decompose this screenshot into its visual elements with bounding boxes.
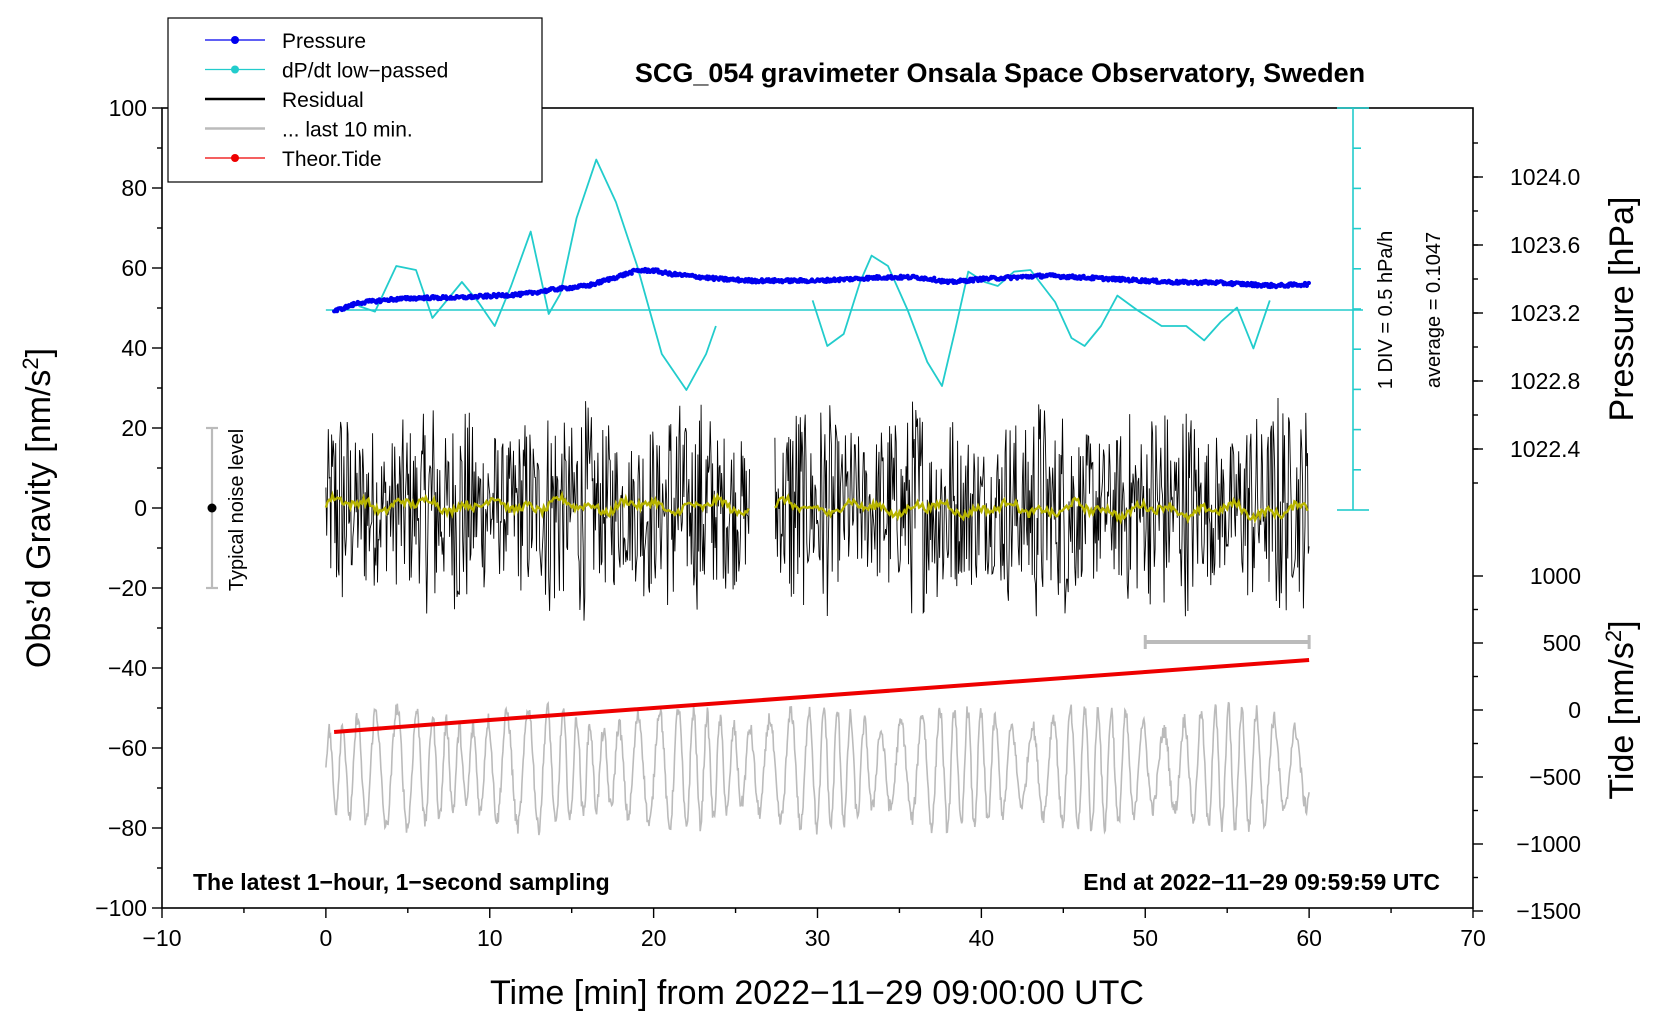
pressure-axis: 1024.0 1023.6 1023.2 1022.8 1022.4 bbox=[1473, 142, 1581, 484]
residual-line bbox=[325, 397, 1310, 621]
footer-right-note: End at 2022−11−29 09:59:59 UTC bbox=[1083, 869, 1440, 895]
last-10-min-line bbox=[325, 700, 1310, 836]
residual-mean-line bbox=[324, 490, 1309, 526]
y-tick-label: 20 bbox=[121, 415, 147, 441]
last-10-min-bar bbox=[1143, 635, 1311, 649]
legend-label: Theor.Tide bbox=[282, 148, 382, 171]
x-tick-label: 40 bbox=[969, 925, 995, 951]
x-axis: −10 0 10 20 30 40 50 60 70 bbox=[142, 908, 1486, 951]
y-axis-label: Obs’d Gravity [nm/s2] bbox=[18, 348, 58, 668]
legend: Pressure dP/dt low−passed Residual ... last… bbox=[167, 17, 543, 183]
x-tick-label: −10 bbox=[142, 925, 181, 951]
legend-marker bbox=[231, 36, 239, 44]
y-tick-label: 40 bbox=[121, 335, 147, 361]
y-tick-label: 60 bbox=[121, 255, 147, 281]
x-tick-label: 30 bbox=[805, 925, 831, 951]
pressure-tick-label: 1022.8 bbox=[1510, 368, 1580, 394]
tide-tick-label: 0 bbox=[1568, 697, 1581, 723]
x-axis-label: Time [min] from 2022−11−29 09:00:00 UTC bbox=[490, 974, 1144, 1012]
y-tick-label: 100 bbox=[109, 95, 147, 121]
legend-label: dP/dt low−passed bbox=[282, 60, 448, 83]
x-tick-label: 0 bbox=[319, 925, 332, 951]
y-tick-label: 80 bbox=[121, 175, 147, 201]
tide-tick-label: −1000 bbox=[1516, 831, 1581, 857]
legend-marker bbox=[231, 65, 239, 74]
pressure-axis-label: Pressure [hPa] bbox=[1603, 197, 1641, 422]
tide-axis: 1000 500 0 −500 −1000 −1500 bbox=[1473, 563, 1581, 924]
tide-tick-label: −1500 bbox=[1516, 898, 1581, 924]
pressure-tick-label: 1022.4 bbox=[1510, 436, 1581, 462]
tide-tick-label: 500 bbox=[1543, 630, 1581, 656]
y-tick-label: −40 bbox=[108, 655, 147, 681]
tide-tick-label: 1000 bbox=[1530, 563, 1581, 589]
legend-label: ... last 10 min. bbox=[282, 119, 413, 142]
y-tick-label: −60 bbox=[108, 735, 147, 761]
theor-tide-line bbox=[333, 658, 1310, 734]
legend-label: Pressure bbox=[282, 30, 366, 53]
y-tick-label: −20 bbox=[108, 575, 147, 601]
x-tick-label: 20 bbox=[641, 925, 667, 951]
tide-axis-label: Tide [nm/s2] bbox=[1601, 620, 1641, 799]
scale-div-label: 1 DIV = 0.5 hPa/h bbox=[1375, 231, 1397, 389]
legend-items: Pressure dP/dt low−passed Residual ... last… bbox=[205, 30, 448, 171]
y-tick-label: −80 bbox=[108, 815, 147, 841]
y-tick-label: −100 bbox=[95, 895, 147, 921]
x-tick-label: 50 bbox=[1132, 925, 1158, 951]
x-tick-label: 10 bbox=[477, 925, 503, 951]
noise-level-bar bbox=[206, 426, 218, 590]
legend-label: Residual bbox=[282, 89, 364, 112]
tide-tick-label: −500 bbox=[1529, 764, 1581, 790]
pressure-line bbox=[332, 266, 1311, 314]
pressure-tick-label: 1023.6 bbox=[1510, 232, 1580, 258]
legend-marker bbox=[231, 154, 239, 162]
div-scale bbox=[1337, 107, 1369, 511]
series-layer bbox=[324, 158, 1363, 836]
pressure-tick-label: 1023.2 bbox=[1510, 300, 1580, 326]
footer-left-note: The latest 1−hour, 1−second sampling bbox=[193, 869, 610, 895]
y-tick-label: 0 bbox=[134, 495, 147, 521]
noise-label: Typical noise level bbox=[226, 429, 248, 591]
noise-bar-dot bbox=[207, 503, 217, 513]
dpdt-line bbox=[358, 158, 1271, 391]
chart-title: SCG_054 gravimeter Onsala Space Observat… bbox=[635, 58, 1365, 88]
pressure-tick-label: 1024.0 bbox=[1510, 164, 1580, 190]
average-label: average = 0.1047 bbox=[1423, 232, 1445, 388]
x-tick-label: 60 bbox=[1296, 925, 1322, 951]
y-axis: 100 80 60 40 20 0 −20 −40 −60 −80 −100 bbox=[95, 95, 162, 921]
x-tick-label: 70 bbox=[1460, 925, 1486, 951]
